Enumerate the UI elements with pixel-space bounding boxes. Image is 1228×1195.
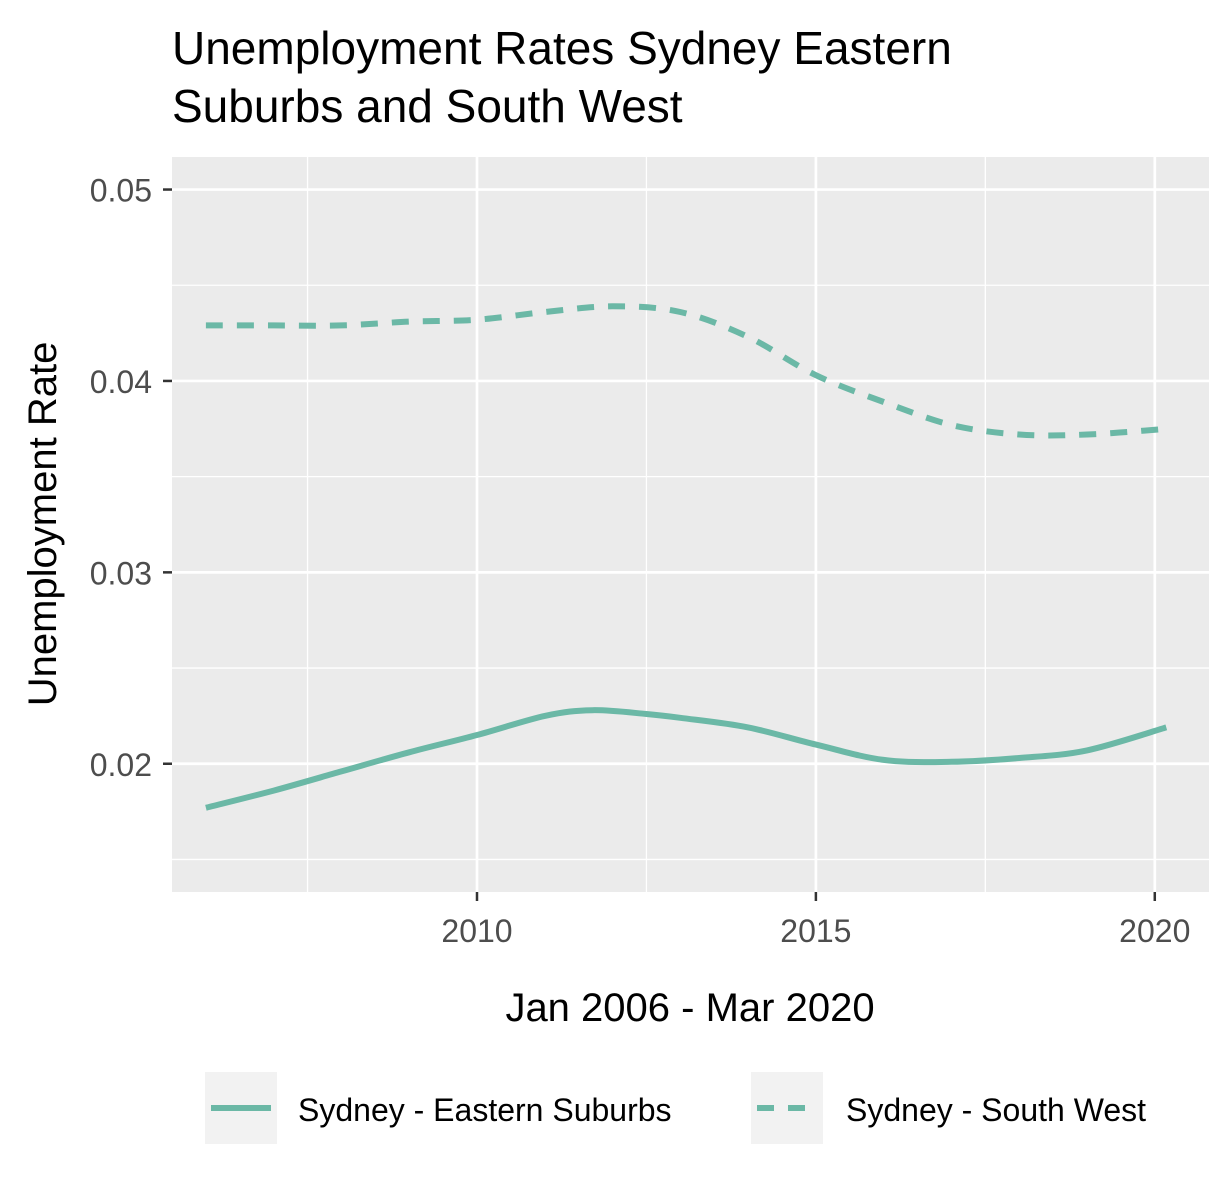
x-tick-label: 2020 bbox=[1119, 913, 1190, 949]
x-axis: 2010 2015 2020 bbox=[441, 892, 1190, 949]
chart-title-line-2: Suburbs and South West bbox=[172, 80, 683, 132]
x-tick-label: 2015 bbox=[780, 913, 851, 949]
x-tick-label: 2010 bbox=[441, 913, 512, 949]
y-axis-title: Unemployment Rate bbox=[21, 342, 65, 707]
major-gridlines bbox=[172, 157, 1209, 892]
y-axis: 0.02 0.03 0.04 0.05 bbox=[90, 173, 172, 783]
legend-label: Sydney - South West bbox=[846, 1092, 1146, 1128]
legend-label: Sydney - Eastern Suburbs bbox=[298, 1092, 672, 1128]
y-tick-label: 0.04 bbox=[90, 364, 152, 400]
series-layer bbox=[205, 303, 1168, 811]
minor-gridlines bbox=[172, 157, 1209, 892]
plot-panel bbox=[172, 157, 1209, 892]
y-tick-label: 0.03 bbox=[90, 555, 152, 591]
chart-title-line-1: Unemployment Rates Sydney Eastern bbox=[172, 22, 952, 74]
series-line-south-west bbox=[205, 303, 1167, 439]
series-line-eastern-suburbs bbox=[205, 707, 1168, 811]
x-axis-title: Jan 2006 - Mar 2020 bbox=[505, 986, 874, 1030]
y-tick-label: 0.02 bbox=[90, 747, 152, 783]
y-tick-label: 0.05 bbox=[90, 173, 152, 209]
legend: Sydney - Eastern Suburbs Sydney - South W… bbox=[205, 1072, 1146, 1144]
